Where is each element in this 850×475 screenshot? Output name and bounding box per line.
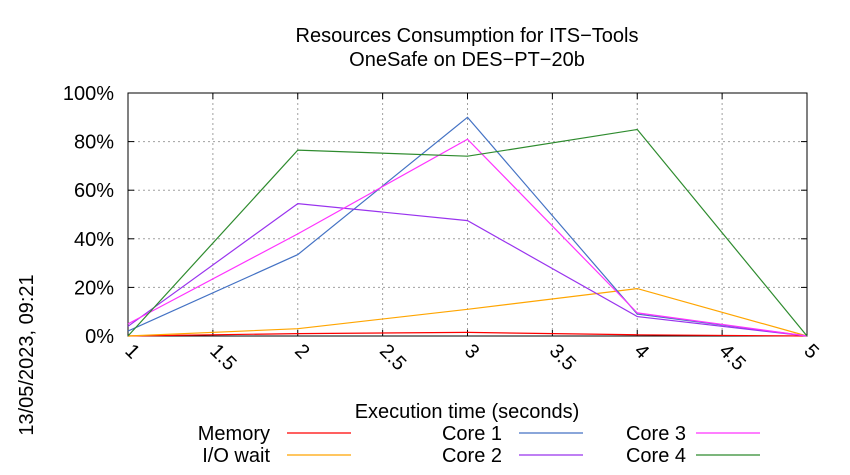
legend-label: I/O wait — [202, 445, 270, 467]
y-tick-label: 40% — [74, 229, 114, 251]
series-line-memory — [127, 331, 808, 337]
chart-title-line-1: Resources Consumption for ITS−Tools — [296, 25, 639, 47]
y-tick-label: 20% — [74, 277, 114, 299]
legend-label: Core 2 — [442, 445, 502, 467]
y-tick-label: 0% — [85, 326, 114, 348]
legend-label: Core 1 — [442, 423, 502, 445]
x-tick-label: 4.5 — [715, 340, 750, 375]
x-tick-label: 3.5 — [545, 340, 580, 375]
x-tick-label: 1.5 — [205, 340, 240, 375]
legend-label: Core 3 — [626, 423, 686, 445]
x-tick-label: 2.5 — [375, 340, 410, 375]
series-lines — [127, 116, 808, 337]
x-tick-label: 3 — [460, 340, 483, 363]
series-line-i-o-wait — [127, 287, 808, 337]
timestamp-label: 13/05/2023, 09:21 — [16, 274, 38, 435]
y-tick-label: 80% — [74, 132, 114, 154]
chart-title-line-2: OneSafe on DES−PT−20b — [349, 49, 585, 71]
series-line-core-1 — [127, 116, 808, 337]
legend-label: Core 4 — [626, 445, 686, 467]
series-line-core-4 — [127, 128, 808, 337]
legend-label: Memory — [198, 423, 270, 445]
x-axis-label: Execution time (seconds) — [355, 401, 580, 423]
x-tick-label: 5 — [799, 340, 822, 363]
series-line-core-2 — [127, 202, 808, 337]
y-tick-label: 60% — [74, 180, 114, 202]
x-tick-label: 2 — [290, 340, 313, 363]
grid-lines — [127, 92, 808, 337]
y-axis-ticks: 0% 20% 40% 60% 80% 100% — [63, 83, 807, 348]
x-tick-label: 4 — [630, 340, 653, 363]
y-tick-label: 100% — [63, 83, 114, 105]
x-tick-label: 1 — [120, 340, 143, 363]
series-line-core-3 — [127, 138, 808, 337]
